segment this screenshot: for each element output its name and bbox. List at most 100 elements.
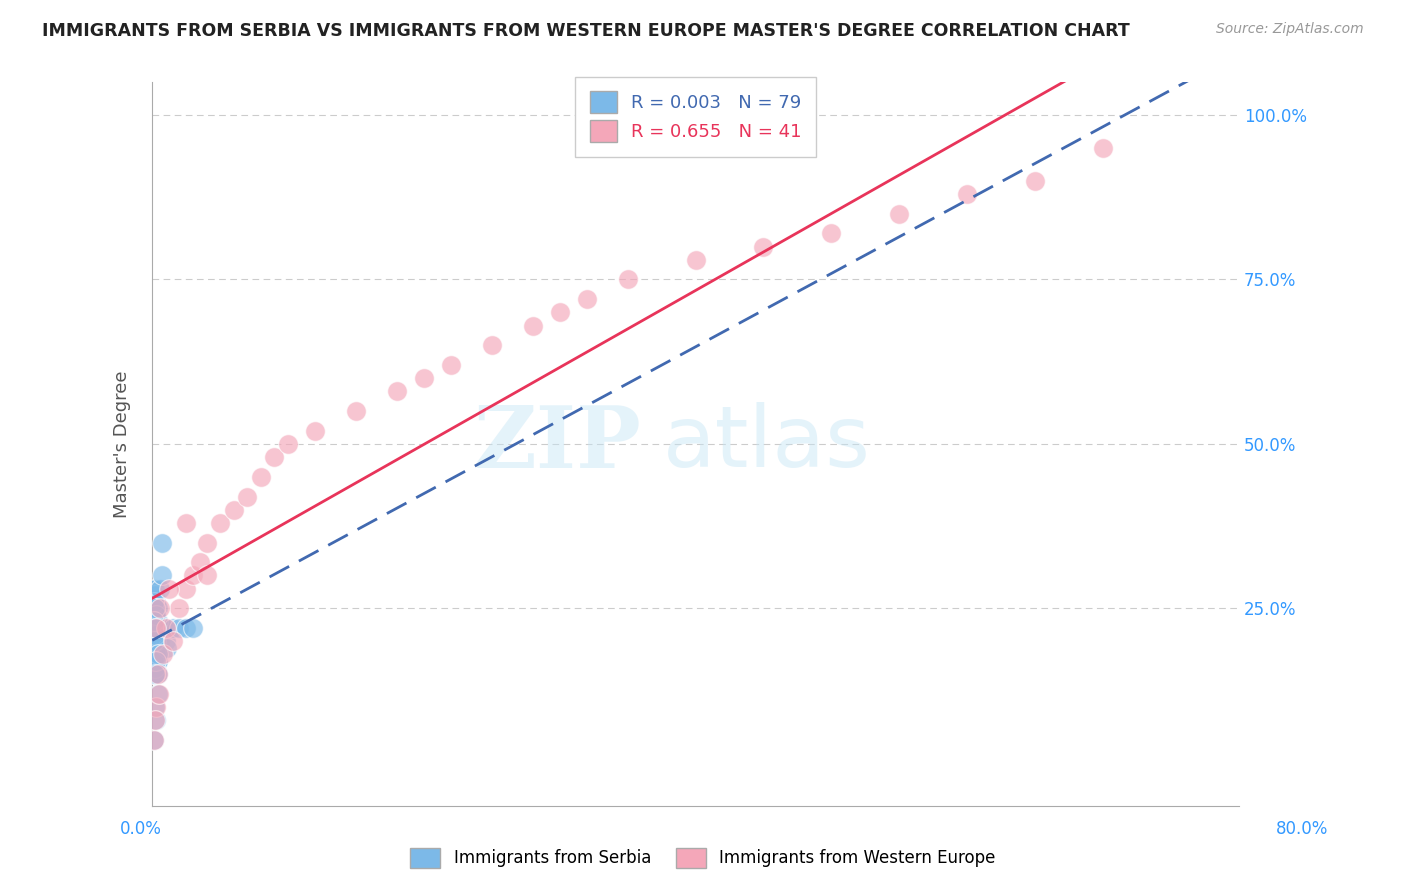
Point xyxy=(143,713,166,727)
Point xyxy=(236,490,259,504)
Point xyxy=(143,667,166,681)
Point xyxy=(142,595,165,609)
Point xyxy=(889,207,911,221)
Text: atlas: atlas xyxy=(662,402,870,485)
Point xyxy=(162,634,184,648)
Point xyxy=(142,595,165,609)
Point xyxy=(143,634,166,648)
Point xyxy=(142,732,165,747)
Point xyxy=(143,634,166,648)
Point xyxy=(385,384,408,399)
Point xyxy=(143,660,166,674)
Point xyxy=(152,648,174,662)
Point xyxy=(157,582,180,596)
Point xyxy=(145,607,167,622)
Point xyxy=(153,621,176,635)
Point xyxy=(145,713,167,727)
Point xyxy=(142,634,165,648)
Point xyxy=(143,667,166,681)
Point xyxy=(1024,174,1046,188)
Point xyxy=(250,470,273,484)
Point xyxy=(142,654,165,668)
Point xyxy=(143,700,166,714)
Point xyxy=(146,648,169,662)
Point xyxy=(820,227,842,241)
Point xyxy=(344,404,367,418)
Point xyxy=(148,648,170,662)
Point xyxy=(143,621,166,635)
Point xyxy=(145,627,167,641)
Point xyxy=(440,358,463,372)
Point xyxy=(575,292,598,306)
Point xyxy=(142,607,165,622)
Point xyxy=(145,615,167,629)
Point xyxy=(149,582,172,596)
Point xyxy=(481,338,503,352)
Point xyxy=(155,621,177,635)
Point xyxy=(146,640,169,655)
Point xyxy=(156,640,179,655)
Legend: Immigrants from Serbia, Immigrants from Western Europe: Immigrants from Serbia, Immigrants from … xyxy=(404,841,1002,875)
Point xyxy=(304,424,326,438)
Point xyxy=(143,667,166,681)
Point xyxy=(155,634,177,648)
Point xyxy=(145,615,167,629)
Point xyxy=(169,621,191,635)
Text: ZIP: ZIP xyxy=(474,402,641,486)
Point xyxy=(188,555,211,569)
Point xyxy=(150,535,173,549)
Text: IMMIGRANTS FROM SERBIA VS IMMIGRANTS FROM WESTERN EUROPE MASTER'S DEGREE CORRELA: IMMIGRANTS FROM SERBIA VS IMMIGRANTS FRO… xyxy=(42,22,1130,40)
Point xyxy=(142,648,165,662)
Legend: R = 0.003   N = 79, R = 0.655   N = 41: R = 0.003 N = 79, R = 0.655 N = 41 xyxy=(575,77,815,157)
Point xyxy=(149,634,172,648)
Point xyxy=(146,687,169,701)
Point xyxy=(181,621,204,635)
Point xyxy=(146,654,169,668)
Point xyxy=(146,601,169,615)
Point xyxy=(143,582,166,596)
Point xyxy=(149,601,172,615)
Point xyxy=(143,588,166,602)
Point xyxy=(616,272,638,286)
Point xyxy=(148,627,170,641)
Point xyxy=(142,634,165,648)
Point xyxy=(263,450,285,464)
Text: Source: ZipAtlas.com: Source: ZipAtlas.com xyxy=(1216,22,1364,37)
Point xyxy=(685,252,707,267)
Point xyxy=(143,660,166,674)
Point xyxy=(1091,141,1114,155)
Point xyxy=(145,621,167,635)
Point xyxy=(142,732,165,747)
Point xyxy=(548,305,571,319)
Point xyxy=(143,601,166,615)
Point xyxy=(169,601,191,615)
Point xyxy=(142,654,165,668)
Point xyxy=(145,648,167,662)
Point xyxy=(142,627,165,641)
Point xyxy=(143,654,166,668)
Point xyxy=(142,640,165,655)
Point xyxy=(145,595,167,609)
Point xyxy=(142,582,165,596)
Point xyxy=(145,634,167,648)
Point xyxy=(277,437,299,451)
Point xyxy=(145,648,167,662)
Point xyxy=(146,654,169,668)
Point xyxy=(146,667,169,681)
Point xyxy=(174,582,197,596)
Point xyxy=(143,640,166,655)
Text: 0.0%: 0.0% xyxy=(120,820,162,838)
Point xyxy=(143,621,166,635)
Point xyxy=(181,568,204,582)
Point xyxy=(145,607,167,622)
Point xyxy=(145,621,167,635)
Point xyxy=(195,568,218,582)
Point xyxy=(142,615,165,629)
Point xyxy=(146,615,169,629)
Point xyxy=(195,535,218,549)
Point xyxy=(143,627,166,641)
Point xyxy=(146,667,169,681)
Point xyxy=(412,371,434,385)
Point xyxy=(143,621,166,635)
Point xyxy=(145,654,167,668)
